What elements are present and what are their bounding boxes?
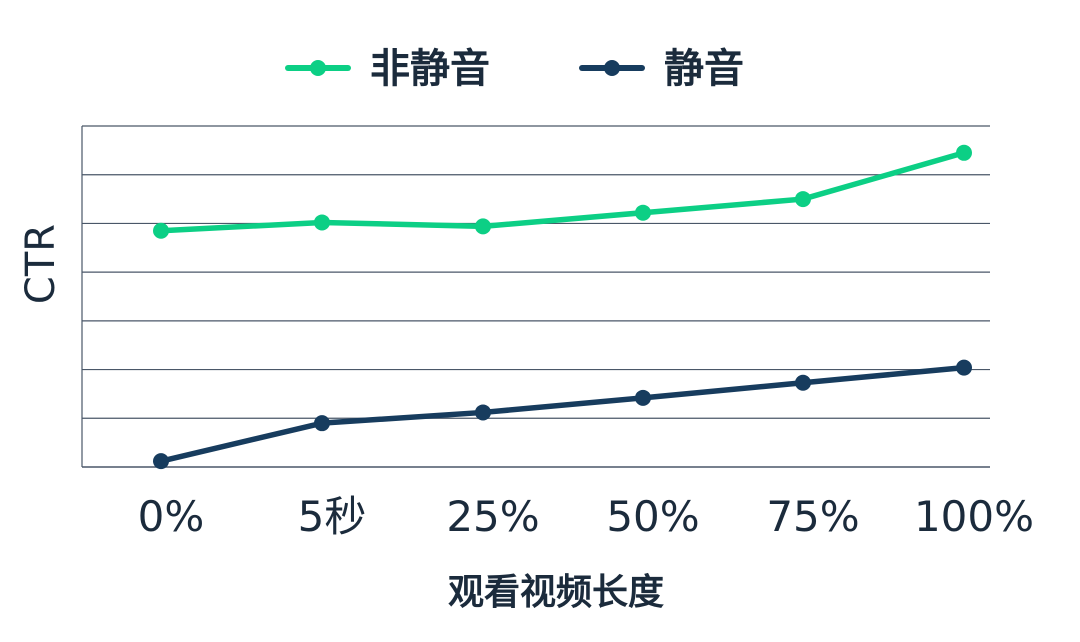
x-tick-label: 0% — [138, 492, 205, 541]
x-tick-label: 75% — [766, 492, 859, 541]
legend-label: 静音 — [664, 46, 744, 92]
x-tick-label: 100% — [914, 492, 1034, 541]
legend-item-1: 静音 — [579, 46, 744, 92]
legend-swatch-dot — [310, 60, 326, 76]
legend: 非静音 静音 — [285, 46, 744, 92]
x-tick-label: 5秒 — [298, 492, 367, 541]
data-point-1-4 — [795, 374, 811, 391]
series-line-1 — [158, 364, 967, 464]
y-axis-title: CTR — [18, 224, 64, 304]
data-point-0-5 — [956, 144, 972, 161]
series-line-0 — [158, 150, 967, 234]
data-point-0-2 — [475, 218, 491, 235]
legend-swatch-dot — [604, 60, 620, 76]
data-point-0-4 — [795, 191, 811, 208]
series-layer — [153, 144, 972, 470]
x-axis-ticks: 0% 5秒 25% 50% 75% 100% — [138, 492, 1034, 541]
legend-item-0: 非静音 — [285, 46, 490, 92]
data-point-0-3 — [635, 204, 651, 221]
data-point-1-2 — [475, 404, 491, 421]
x-tick-label: 50% — [606, 492, 699, 541]
legend-label: 非静音 — [370, 46, 490, 92]
data-point-1-0 — [153, 453, 169, 470]
data-point-0-1 — [314, 214, 330, 231]
data-point-1-3 — [635, 389, 651, 406]
x-axis-title: 观看视频长度 — [448, 572, 664, 613]
data-point-0-0 — [153, 222, 169, 239]
data-point-1-1 — [314, 415, 330, 432]
x-tick-label: 25% — [446, 492, 539, 541]
data-point-1-5 — [956, 359, 972, 376]
grid — [82, 125, 990, 468]
